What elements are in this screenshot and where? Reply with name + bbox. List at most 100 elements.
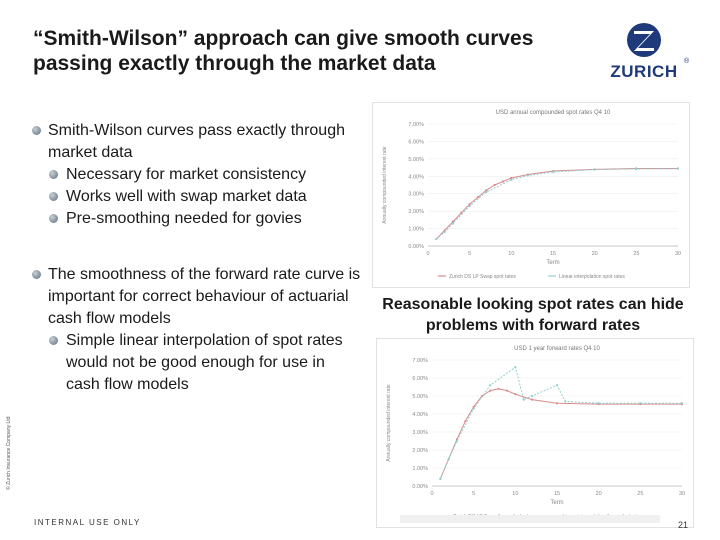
y-axis-label: Annually compounded interest rate xyxy=(386,384,392,461)
data-point xyxy=(493,183,496,187)
forward-rates-chart: USD 1 year forward rates Q4 10 0.00% 1.00%… xyxy=(376,338,694,528)
data-point xyxy=(514,393,517,396)
data-point xyxy=(451,220,455,223)
bullet-dot-icon xyxy=(49,192,58,201)
data-point xyxy=(555,384,559,387)
data-point xyxy=(485,190,488,194)
sub-bullet-item: Works well with swap market data xyxy=(32,186,362,208)
data-point xyxy=(639,402,642,405)
y-tick-label: 2.00% xyxy=(408,209,424,215)
data-point xyxy=(635,167,638,171)
x-axis-label: Term xyxy=(546,260,559,266)
data-point xyxy=(489,389,492,392)
data-point xyxy=(464,420,467,423)
page-number: 21 xyxy=(678,520,689,530)
data-point xyxy=(439,477,442,480)
spot-rates-chart: USD annual compounded spot rates Q4 10 0.… xyxy=(372,102,690,288)
data-point xyxy=(530,398,534,401)
x-tick-label: 5 xyxy=(472,491,475,497)
data-point xyxy=(505,389,509,392)
bullet-dot-icon xyxy=(49,170,58,179)
data-point xyxy=(455,439,459,443)
y-tick-label: 5.00% xyxy=(412,394,428,400)
x-tick-label: 20 xyxy=(592,251,598,257)
data-point xyxy=(530,394,534,398)
y-tick-label: 7.00% xyxy=(412,358,428,364)
zurich-z-icon xyxy=(627,23,661,57)
bullet-dot-icon xyxy=(32,126,41,135)
bullet-text: Necessary for market consistency xyxy=(66,166,307,183)
data-point xyxy=(489,384,492,387)
data-point xyxy=(472,407,475,410)
y-tick-label: 1.00% xyxy=(408,227,424,233)
y-tick-label: 6.00% xyxy=(408,139,424,145)
x-tick-label: 30 xyxy=(675,251,681,257)
bullet-list: Smith-Wilson curves pass exactly through… xyxy=(32,120,362,396)
y-tick-label: 0.00% xyxy=(408,244,424,250)
data-point xyxy=(680,402,684,405)
data-point xyxy=(485,189,488,192)
data-point xyxy=(435,237,438,241)
legend-label: Linear interpolation spot rates xyxy=(559,274,625,280)
data-point xyxy=(497,387,500,390)
series-line-2 xyxy=(436,168,679,240)
chart-caption: Reasonable looking spot rates can hide p… xyxy=(382,296,684,334)
data-point xyxy=(443,230,446,234)
data-point xyxy=(468,204,471,208)
data-point xyxy=(447,457,450,461)
x-tick-label: 5 xyxy=(468,251,471,257)
y-tick-label: 3.00% xyxy=(412,430,428,436)
data-point xyxy=(522,398,525,401)
chart-title: USD 1 year forward rates Q4 10 xyxy=(514,346,600,352)
data-point xyxy=(451,222,455,225)
x-tick-label: 0 xyxy=(430,491,433,497)
data-point xyxy=(501,180,505,183)
y-tick-label: 4.00% xyxy=(408,174,424,180)
bullet-text: Simple linear interpolation of spot rate… xyxy=(66,332,343,393)
bullet-dot-icon xyxy=(32,270,41,279)
bullet-text: Smith-Wilson curves pass exactly through… xyxy=(48,122,345,161)
x-tick-label: 15 xyxy=(554,491,560,497)
data-point xyxy=(526,174,530,177)
legend-label: Zurich DS LP Swap spot rates xyxy=(449,274,516,280)
bullet-item: Smith-Wilson curves pass exactly through… xyxy=(32,120,362,164)
bullet-dot-icon xyxy=(49,214,58,223)
y-axis-label: Annually compounded interest rate xyxy=(382,146,388,223)
x-tick-label: 30 xyxy=(679,491,685,497)
bullet-dot-icon xyxy=(49,336,58,345)
y-tick-label: 1.00% xyxy=(412,466,428,472)
bullet-text: The smoothness of the forward rate curve… xyxy=(48,266,361,327)
x-tick-label: 20 xyxy=(596,491,602,497)
chart-frame xyxy=(372,102,690,288)
x-tick-label: 10 xyxy=(508,251,514,257)
x-axis-label: Term xyxy=(550,500,563,506)
sub-bullet-item: Simple linear interpolation of spot rate… xyxy=(32,330,362,396)
chart-title: USD annual compounded spot rates Q4 10 xyxy=(496,110,611,116)
x-tick-label: 15 xyxy=(550,251,556,257)
data-point xyxy=(476,196,480,199)
data-point xyxy=(555,402,559,405)
y-tick-label: 5.00% xyxy=(408,157,424,163)
data-point xyxy=(564,400,567,403)
footer-bar xyxy=(400,515,660,523)
bullet-text: Pre-smoothing needed for govies xyxy=(66,210,302,227)
data-point xyxy=(468,203,471,206)
x-tick-label: 25 xyxy=(637,491,643,497)
data-point xyxy=(510,178,513,181)
chart-frame xyxy=(376,338,694,528)
data-point xyxy=(510,176,513,180)
data-point xyxy=(597,402,600,405)
copyright-side-text: © Zurich Insurance Company Ltd xyxy=(6,416,12,490)
data-point xyxy=(551,170,555,174)
logo-registered-mark: ® xyxy=(684,58,690,65)
y-tick-label: 6.00% xyxy=(412,376,428,382)
y-tick-label: 3.00% xyxy=(408,192,424,198)
data-point xyxy=(593,168,596,171)
y-tick-label: 2.00% xyxy=(412,448,428,454)
data-point xyxy=(676,167,680,170)
sub-bullet-item: Pre-smoothing needed for govies xyxy=(32,208,362,230)
bullet-text: Works well with swap market data xyxy=(66,188,307,205)
footer-label: INTERNAL USE ONLY xyxy=(34,518,141,527)
data-point xyxy=(514,366,517,369)
y-tick-label: 7.00% xyxy=(408,122,424,128)
